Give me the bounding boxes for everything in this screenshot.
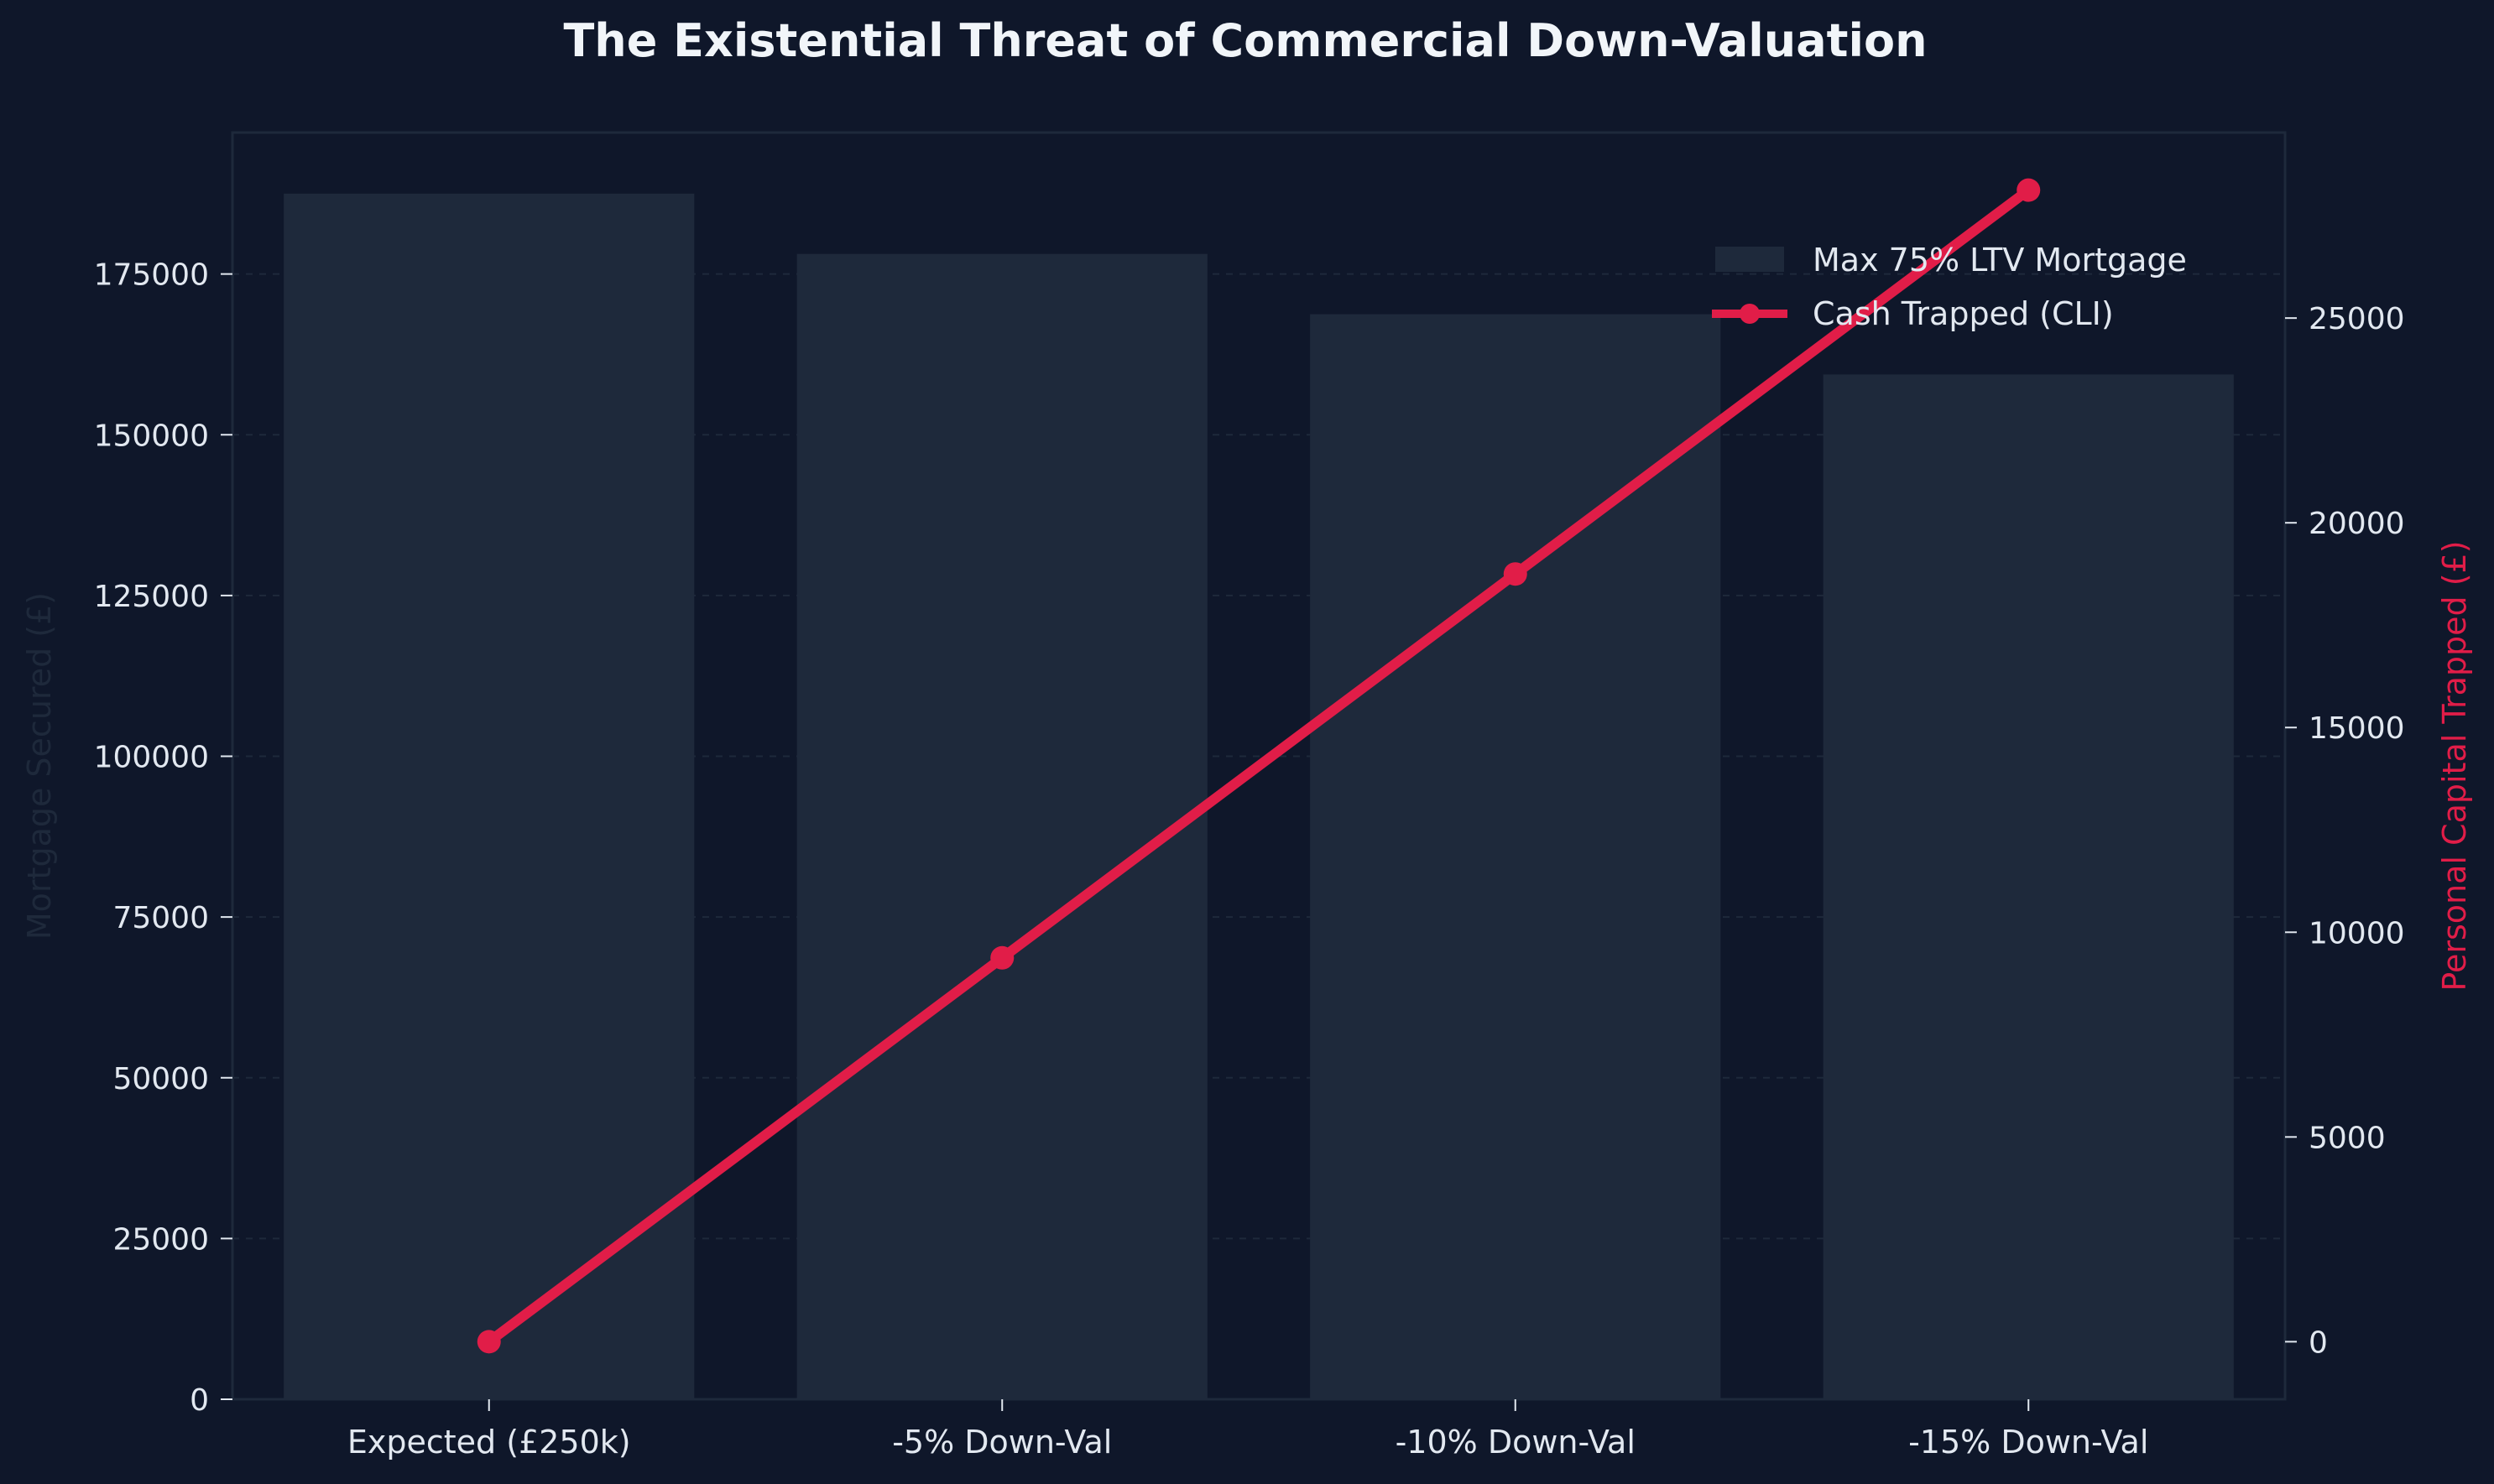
line-point [1503, 562, 1527, 586]
right-tick-label: 0 [2309, 1325, 2328, 1360]
bar-series [284, 193, 2234, 1400]
left-tick-label: 0 [190, 1383, 209, 1418]
line-point [990, 945, 1015, 970]
legend-swatch-bar [1715, 247, 1784, 272]
x-tick-label: Expected (£250k) [347, 1424, 631, 1461]
legend-swatch-marker [1740, 304, 1760, 324]
bar [1823, 374, 2234, 1400]
right-tick-label: 10000 [2309, 916, 2405, 950]
right-axis: 0 5000 10000 15000 20000 25000 [2285, 302, 2405, 1360]
line-series [477, 178, 2041, 1354]
left-tick-label: 100000 [94, 741, 209, 775]
left-tick-label: 25000 [112, 1222, 209, 1257]
x-tick-label: -10% Down-Val [1396, 1424, 1636, 1461]
right-tick-label: 5000 [2309, 1121, 2386, 1155]
plot-frame [231, 131, 2287, 1401]
left-tick-label: 175000 [94, 258, 209, 293]
left-axis-label: Mortgage Secured (£) [21, 592, 58, 940]
cash-trapped-line [483, 185, 2034, 1347]
chart-title: The Existential Threat of Commercial Dow… [563, 14, 1927, 67]
right-tick-label: 25000 [2309, 302, 2405, 336]
line-point [2017, 178, 2041, 202]
legend-label-bar: Max 75% LTV Mortgage [1813, 242, 2187, 279]
right-axis-label: Personal Capital Trapped (£) [2436, 540, 2473, 991]
bar [284, 193, 695, 1399]
legend: Max 75% LTV Mortgage Cash Trapped (CLI) [1712, 242, 2187, 332]
x-tick-label: -5% Down-Val [892, 1424, 1112, 1461]
x-axis: Expected (£250k) -5% Down-Val -10% Down-Va… [347, 1399, 2148, 1461]
left-tick-label: 150000 [94, 419, 209, 453]
bar [1310, 314, 1721, 1399]
bar [796, 253, 1208, 1399]
left-axis: 0 25000 50000 75000 100000 125000 150000 175000 [94, 258, 232, 1418]
right-tick-label: 20000 [2309, 507, 2405, 541]
left-tick-label: 75000 [112, 901, 209, 935]
legend-label-line: Cash Trapped (CLI) [1813, 295, 2114, 332]
x-tick-label: -15% Down-Val [1908, 1424, 2148, 1461]
left-tick-label: 50000 [112, 1062, 209, 1096]
right-tick-label: 15000 [2309, 711, 2405, 746]
line-point [477, 1330, 501, 1354]
left-tick-label: 125000 [94, 580, 209, 614]
